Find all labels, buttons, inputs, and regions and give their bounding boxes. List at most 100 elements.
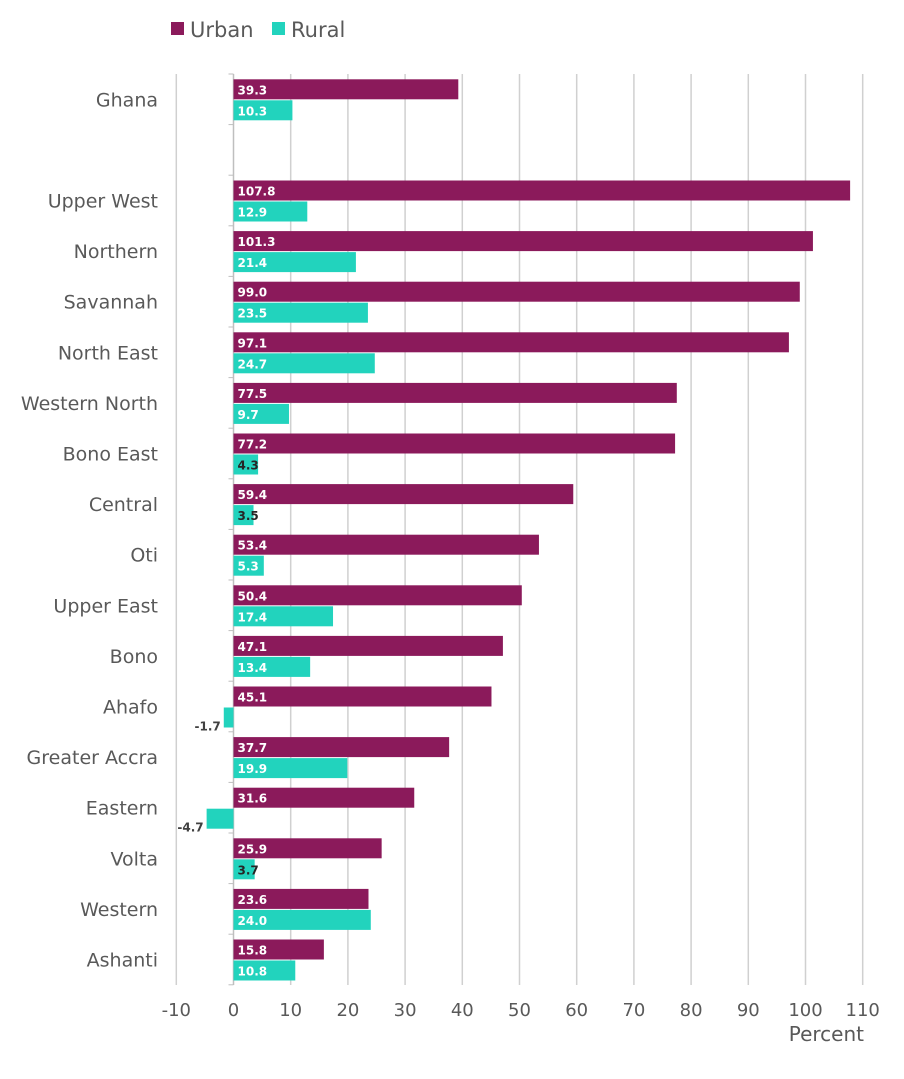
bar-urban: [233, 332, 789, 353]
bar-urban: [233, 231, 813, 252]
bar-urban: [233, 939, 324, 960]
category-label: Central: [89, 494, 158, 516]
category-label: Ahafo: [103, 697, 158, 719]
category-label: Greater Accra: [27, 747, 158, 769]
category-label: Upper West: [48, 191, 158, 213]
data-label-urban: 77.2: [238, 438, 268, 452]
bar-urban: [233, 79, 459, 100]
bar-urban: [233, 888, 369, 909]
data-label-rural: 10.8: [238, 965, 268, 979]
category-label: Volta: [110, 848, 158, 870]
data-label-urban: 45.1: [238, 691, 268, 705]
bar-rural: [233, 505, 254, 526]
bar-rural: [233, 252, 356, 273]
bar-urban: [233, 534, 539, 555]
data-label-urban: 99.0: [238, 286, 268, 300]
bar-rural: [233, 454, 259, 475]
bar-rural: [233, 960, 296, 981]
bar-rural: [233, 606, 334, 627]
bar-urban: [233, 281, 800, 302]
x-tick-label: 40: [451, 1000, 474, 1021]
data-label-rural: 9.7: [238, 408, 259, 422]
data-label-urban: 107.8: [238, 185, 276, 199]
data-label-rural: 10.3: [238, 104, 268, 118]
category-label: Ghana: [96, 89, 158, 111]
legend-swatch-rural: [272, 22, 285, 35]
category-label: Western North: [21, 393, 158, 415]
data-label-rural: 24.0: [238, 914, 268, 928]
bar-urban: [233, 382, 677, 403]
data-label-rural: 23.5: [238, 307, 268, 321]
bar-rural: [233, 555, 264, 576]
x-tick-label: 0: [228, 1000, 239, 1021]
category-label: Oti: [130, 545, 158, 567]
data-label-urban: 25.9: [238, 842, 268, 856]
data-label-rural: 12.9: [238, 206, 268, 220]
category-label: Eastern: [86, 798, 158, 820]
bar-urban: [233, 484, 574, 505]
data-label-rural: -1.7: [195, 720, 221, 734]
x-tick-label: 30: [394, 1000, 417, 1021]
data-label-urban: 31.6: [238, 792, 268, 806]
data-label-urban: 101.3: [238, 235, 276, 249]
x-axis-title: Percent: [789, 1022, 864, 1046]
data-label-rural: 3.7: [238, 863, 259, 877]
bar-urban: [233, 686, 492, 707]
x-tick-label: -10: [162, 1000, 191, 1021]
data-label-urban: 50.4: [238, 589, 268, 603]
legend-swatch-urban: [171, 22, 184, 35]
category-label: North East: [58, 342, 158, 364]
data-label-urban: 37.7: [238, 741, 268, 755]
data-label-urban: 97.1: [238, 336, 268, 350]
data-label-rural: 4.3: [238, 459, 259, 473]
legend-label-urban: Urban: [190, 18, 254, 42]
bar-rural: [233, 909, 371, 930]
data-label-urban: 59.4: [238, 488, 268, 502]
data-label-urban: 53.4: [238, 539, 268, 553]
bar-urban: [233, 787, 415, 808]
bar-urban: [233, 433, 676, 454]
x-tick-label: 80: [680, 1000, 703, 1021]
category-label: Bono East: [63, 444, 158, 466]
data-label-rural: 3.5: [238, 509, 259, 523]
category-label: Northern: [74, 241, 158, 263]
legend-label-rural: Rural: [291, 18, 345, 42]
x-tick-label: 90: [737, 1000, 760, 1021]
data-label-urban: 23.6: [238, 893, 268, 907]
data-label-rural: 13.4: [238, 661, 268, 675]
category-labels: Ghana Upper West Northern Savannah North Eas…: [21, 89, 158, 971]
x-tick-label: 20: [336, 1000, 359, 1021]
bar-rural: [233, 353, 375, 374]
data-label-rural: 24.7: [238, 357, 268, 371]
gridlines: [175, 73, 864, 986]
bar-rural: [233, 302, 368, 323]
data-label-rural: 21.4: [238, 256, 268, 270]
x-tick-label: 50: [508, 1000, 531, 1021]
bar-rural: [206, 808, 234, 829]
data-label-rural: 19.9: [238, 762, 268, 776]
x-tick-label: 70: [622, 1000, 645, 1021]
x-axis-tick-labels: -10 0 10 20 30 40 50 60 70 80 90 100 110: [162, 1000, 880, 1021]
bar-urban: [233, 838, 382, 859]
data-label-rural: 17.4: [238, 610, 268, 624]
data-label-urban: 39.3: [238, 83, 268, 97]
category-label: Upper East: [53, 595, 158, 617]
bar-rural: [233, 859, 255, 880]
x-tick-label: 10: [279, 1000, 302, 1021]
bar-urban: [233, 585, 522, 606]
bars: [206, 79, 851, 981]
category-label: Western: [80, 899, 158, 921]
x-tick-label: 100: [788, 1000, 822, 1021]
bar-rural: [233, 403, 289, 424]
bar-rural: [233, 656, 311, 677]
bar-urban: [233, 737, 450, 758]
data-label-urban: 77.5: [238, 387, 268, 401]
category-label: Savannah: [64, 292, 158, 314]
bar-rural: [233, 201, 308, 222]
data-label-urban: 47.1: [238, 640, 268, 654]
bar-rural: [233, 100, 293, 121]
bar-rural: [223, 707, 234, 728]
category-label: Ashanti: [87, 950, 158, 972]
x-tick-label: 110: [846, 1000, 880, 1021]
